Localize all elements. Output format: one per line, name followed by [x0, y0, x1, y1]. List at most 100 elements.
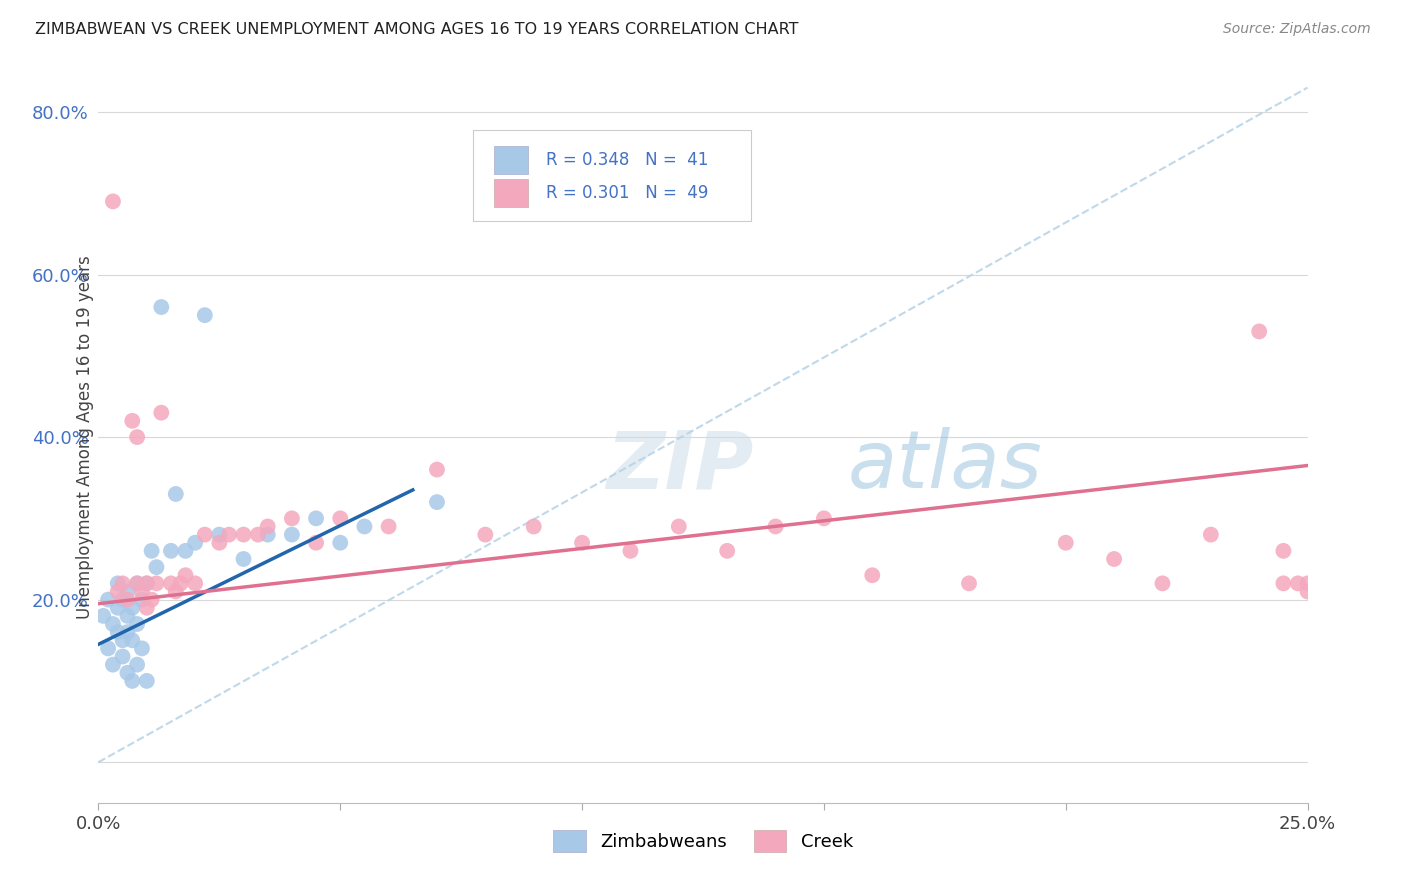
Point	[111, 633, 134, 648]
Point	[765, 519, 787, 533]
Point	[160, 544, 183, 558]
Point	[165, 584, 187, 599]
Point	[1054, 535, 1077, 549]
Point	[135, 576, 157, 591]
Point	[135, 576, 157, 591]
Point	[107, 625, 129, 640]
Point	[145, 576, 167, 591]
Point	[426, 462, 449, 476]
Point	[247, 527, 270, 541]
Point	[174, 568, 197, 582]
Point	[184, 535, 207, 549]
Point	[1286, 576, 1309, 591]
Y-axis label: Unemployment Among Ages 16 to 19 years: Unemployment Among Ages 16 to 19 years	[76, 255, 94, 619]
Point	[174, 544, 197, 558]
Point	[165, 487, 187, 501]
Point	[127, 430, 149, 444]
Point	[281, 511, 304, 525]
Point	[329, 511, 352, 525]
Point	[426, 495, 449, 509]
Point	[305, 511, 328, 525]
Point	[281, 527, 304, 541]
Point	[571, 535, 593, 549]
Point	[208, 527, 231, 541]
Point	[107, 584, 129, 599]
Point	[101, 617, 124, 632]
Point	[91, 608, 114, 623]
Legend: Zimbabweans, Creek: Zimbabweans, Creek	[546, 823, 860, 860]
Point	[135, 673, 157, 688]
Point	[1272, 576, 1295, 591]
Point	[716, 544, 738, 558]
Point	[111, 649, 134, 664]
FancyBboxPatch shape	[474, 130, 751, 221]
Point	[1249, 325, 1271, 339]
Point	[127, 617, 149, 632]
Point	[1152, 576, 1174, 591]
Point	[121, 633, 143, 648]
Text: Source: ZipAtlas.com: Source: ZipAtlas.com	[1223, 22, 1371, 37]
Point	[117, 665, 139, 680]
Point	[184, 576, 207, 591]
Point	[127, 576, 149, 591]
Point	[256, 527, 278, 541]
Point	[218, 527, 240, 541]
Point	[121, 600, 143, 615]
Point	[97, 641, 120, 656]
Point	[1296, 584, 1319, 599]
Point	[957, 576, 980, 591]
Point	[150, 300, 173, 314]
Point	[117, 608, 139, 623]
Point	[145, 560, 167, 574]
Point	[111, 576, 134, 591]
Point	[256, 519, 278, 533]
Point	[101, 194, 124, 209]
Point	[131, 584, 153, 599]
Point	[121, 414, 143, 428]
FancyBboxPatch shape	[494, 146, 527, 174]
Point	[1199, 527, 1222, 541]
Point	[101, 657, 124, 672]
Point	[1272, 544, 1295, 558]
FancyBboxPatch shape	[494, 179, 527, 207]
Point	[377, 519, 399, 533]
Text: ZIMBABWEAN VS CREEK UNEMPLOYMENT AMONG AGES 16 TO 19 YEARS CORRELATION CHART: ZIMBABWEAN VS CREEK UNEMPLOYMENT AMONG A…	[35, 22, 799, 37]
Point	[232, 552, 254, 566]
Point	[1102, 552, 1125, 566]
Text: ZIP: ZIP	[606, 427, 754, 506]
Point	[131, 641, 153, 656]
Point	[117, 592, 139, 607]
Point	[111, 592, 134, 607]
Point	[329, 535, 352, 549]
Point	[97, 592, 120, 607]
Text: R = 0.348   N =  41: R = 0.348 N = 41	[546, 151, 709, 169]
Point	[117, 625, 139, 640]
Point	[194, 308, 217, 322]
Point	[160, 576, 183, 591]
Point	[813, 511, 835, 525]
Point	[169, 576, 191, 591]
Point	[131, 592, 153, 607]
Point	[353, 519, 375, 533]
Point	[117, 584, 139, 599]
Point	[208, 535, 231, 549]
Point	[194, 527, 217, 541]
Point	[141, 592, 163, 607]
Point	[141, 544, 163, 558]
Text: atlas: atlas	[848, 427, 1043, 506]
Point	[232, 527, 254, 541]
Point	[523, 519, 546, 533]
Point	[107, 576, 129, 591]
Point	[860, 568, 883, 582]
Text: R = 0.301   N =  49: R = 0.301 N = 49	[546, 184, 709, 202]
Point	[1296, 576, 1319, 591]
Point	[135, 600, 157, 615]
Point	[474, 527, 496, 541]
Point	[127, 576, 149, 591]
Point	[619, 544, 641, 558]
Point	[121, 673, 143, 688]
Point	[127, 657, 149, 672]
Point	[668, 519, 690, 533]
Point	[107, 600, 129, 615]
Point	[305, 535, 328, 549]
